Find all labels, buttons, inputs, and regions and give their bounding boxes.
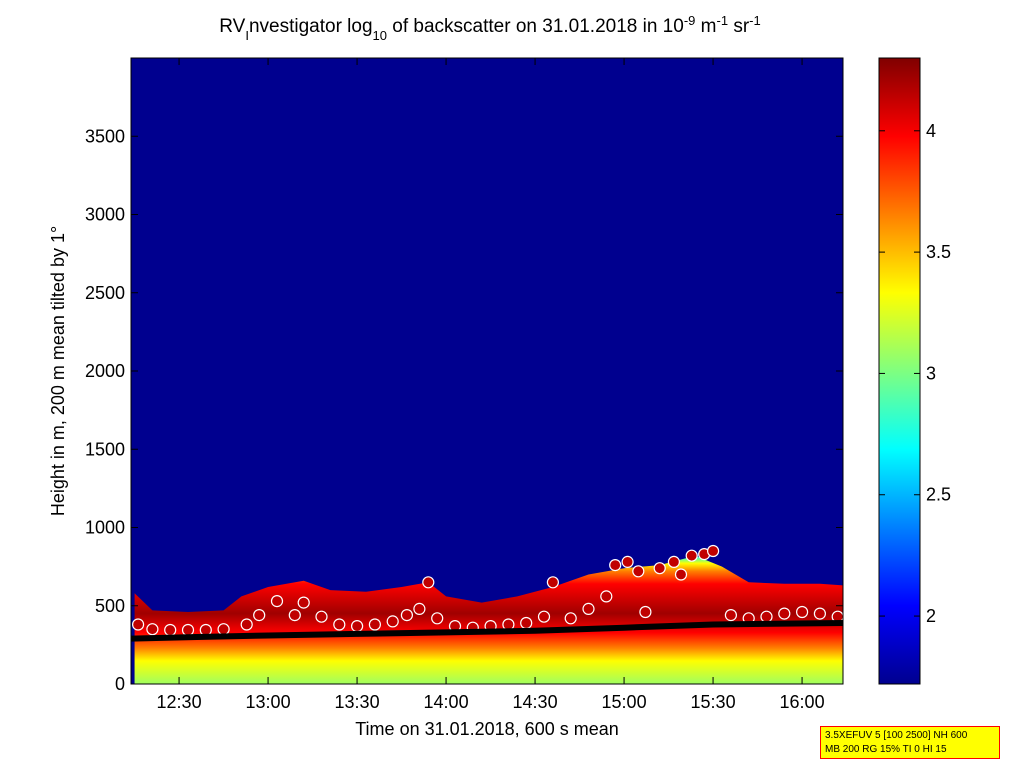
y-tick-label: 2500 [85, 283, 125, 303]
x-tick-label: 15:00 [602, 692, 647, 712]
layer-marker-44 [795, 605, 809, 619]
x-tick-label: 14:30 [513, 692, 558, 712]
layer-marker-14 [368, 618, 381, 631]
layer-marker-1 [146, 623, 159, 636]
layer-marker-12 [333, 618, 346, 631]
layer-marker-45 [813, 607, 827, 620]
x-tick-label: 13:30 [335, 692, 380, 712]
marker-layer [131, 544, 843, 642]
parameters-line-1: 3.5XEFUV 5 [100 2500] NH 600 [825, 730, 968, 741]
layer-marker-26 [546, 576, 560, 589]
colorbar-tick-label: 4 [926, 121, 936, 141]
layer-marker-6 [240, 618, 253, 631]
layer-marker-25 [537, 610, 551, 623]
layer-marker-17 [413, 602, 426, 616]
colorbar [878, 57, 921, 685]
layer-marker-15 [386, 615, 399, 628]
layer-marker-37 [685, 549, 698, 562]
layer-marker-10 [297, 596, 310, 609]
y-tick-label: 3500 [85, 126, 125, 146]
layer-marker-29 [600, 590, 613, 603]
heatmap-layer [134, 555, 843, 684]
layer-marker-39 [706, 544, 720, 558]
layer-marker-24 [520, 616, 533, 630]
colorbar-axis: 2 2.5 3 3.5 4 [879, 121, 951, 626]
y-tick-label: 1500 [85, 439, 125, 459]
layer-marker-32 [632, 565, 645, 578]
layer-marker-7 [253, 608, 266, 622]
layer-marker-11 [315, 610, 328, 623]
colorbar-tick-label: 3 [926, 363, 936, 383]
layer-marker-16 [400, 608, 413, 622]
y-tick-label: 0 [115, 674, 125, 694]
x-axis: 12:30 13:00 13:30 14:00 14:30 15:00 15:30 16:00 [157, 58, 825, 712]
layer-marker-43 [778, 607, 791, 620]
layer-marker-3 [181, 623, 195, 637]
layer-marker-8 [270, 594, 284, 608]
parameters-line-2: MB 200 RG 15% TI 0 HI 15 [825, 744, 947, 755]
y-tick-label: 1000 [85, 518, 125, 538]
chart-title: RVInvestigator log10 of backscatter on 3… [219, 13, 760, 43]
layer-marker-28 [582, 602, 595, 616]
layer-marker-36 [674, 568, 688, 581]
layer-marker-13 [351, 619, 364, 633]
layer-marker-30 [609, 558, 622, 572]
layer-marker-0 [132, 618, 145, 631]
aerosol-layer [134, 555, 843, 684]
x-tick-label: 16:00 [780, 692, 825, 712]
plot-area [131, 58, 843, 684]
x-tick-label: 13:00 [246, 692, 291, 712]
layer-marker-34 [653, 562, 666, 575]
layer-marker-31 [621, 555, 634, 569]
y-tick-label: 3000 [85, 205, 125, 225]
x-axis-label: Time on 31.01.2018, 600 s mean [355, 719, 619, 739]
layer-marker-27 [564, 612, 577, 625]
processing-parameters-box: 3.5XEFUV 5 [100 2500] NH 600 MB 200 RG 1… [820, 726, 1000, 759]
y-axis-label: Height in m, 200 m mean tilted by 1° [48, 226, 68, 516]
layer-marker-42 [760, 610, 773, 623]
y-tick-label: 2000 [85, 361, 125, 381]
layer-marker-35 [667, 555, 681, 569]
layer-marker-18 [422, 576, 435, 589]
y-tick-label: 500 [95, 596, 125, 616]
x-tick-label: 15:30 [691, 692, 736, 712]
layer-marker-9 [288, 608, 301, 622]
layer-marker-5 [217, 623, 230, 636]
layer-marker-33 [639, 605, 652, 619]
layer-marker-2 [164, 623, 177, 637]
colorbar-tick-label: 2.5 [926, 485, 951, 505]
layer-marker-19 [431, 612, 444, 625]
x-tick-label: 12:30 [157, 692, 202, 712]
x-tick-label: 14:00 [424, 692, 469, 712]
y-axis: 0 500 1000 1500 2000 2500 3000 3500 [85, 126, 843, 694]
colorbar-tick-label: 3.5 [926, 242, 951, 262]
layer-marker-40 [724, 608, 738, 622]
colorbar-tick-label: 2 [926, 606, 936, 626]
mixing-layer-line [131, 620, 843, 642]
